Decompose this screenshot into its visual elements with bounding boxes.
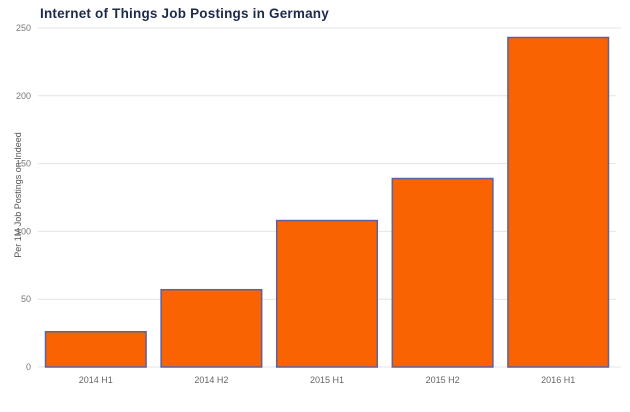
x-tick-label: 2015 H1 xyxy=(310,375,344,385)
x-tick-label: 2016 H1 xyxy=(541,375,575,385)
bar-2014-h2[interactable] xyxy=(160,288,263,368)
x-tick-label: 2014 H1 xyxy=(79,375,113,385)
x-tick-label: 2015 H2 xyxy=(426,375,460,385)
chart-title: Internet of Things Job Postings in Germa… xyxy=(40,6,329,21)
y-tick-label: 150 xyxy=(16,159,31,169)
y-tick-label: 100 xyxy=(16,226,31,236)
bar-2015-h1[interactable] xyxy=(275,219,379,368)
x-tick-label: 2014 H2 xyxy=(194,375,228,385)
y-tick-label: 0 xyxy=(26,362,31,372)
y-tick-label: 200 xyxy=(16,91,31,101)
bar-2015-h2[interactable] xyxy=(391,177,494,368)
bar-2016-h1[interactable] xyxy=(507,36,610,368)
y-tick-label: 50 xyxy=(21,294,31,304)
y-axis-label: Per 1M Job Postings on Indeed xyxy=(13,132,23,258)
bar-2014-h1[interactable] xyxy=(44,330,147,368)
y-tick-label: 250 xyxy=(16,23,31,33)
